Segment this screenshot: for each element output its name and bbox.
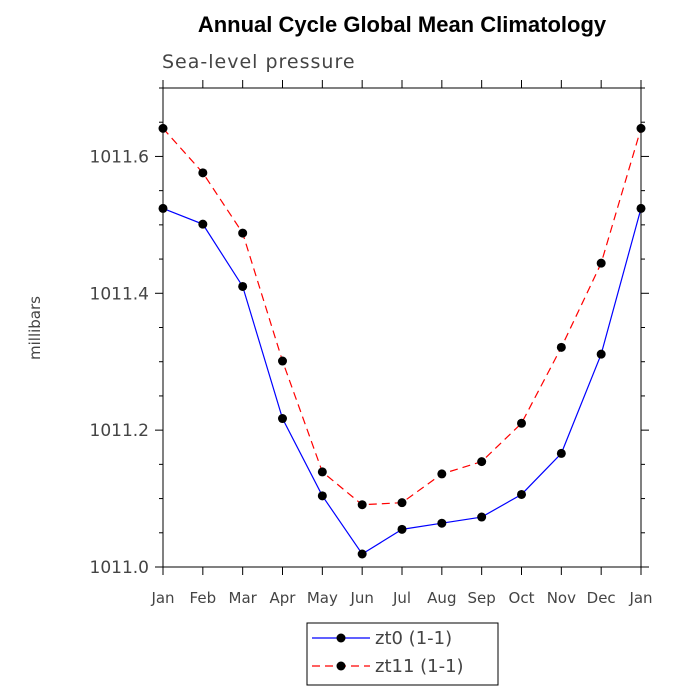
y-axis-label: millibars [26,296,44,360]
series-layer [158,123,646,559]
legend-marker-zt0 [336,633,346,643]
data-point [596,258,606,268]
x-tick-label: Aug [427,589,456,607]
data-point [437,469,447,479]
data-point [278,414,287,424]
x-tick-label: Jul [392,589,411,607]
data-point [357,500,367,510]
data-point [317,467,327,477]
legend-label-zt0: zt0 (1-1) [375,628,452,649]
chart-subtitle: Sea-level pressure [162,51,356,73]
chart-title: Annual Cycle Global Mean Climatology [198,12,607,37]
data-point [636,123,646,133]
data-point [517,418,526,428]
y-tick-label: 1011.0 [90,558,149,578]
x-tick-label: Sep [468,589,496,607]
data-point [238,281,248,291]
data-point [198,219,208,229]
x-tick-label: Jan [150,589,174,607]
x-tick-label: Jun [349,589,373,607]
legend: zt0 (1-1) zt11 (1-1) [306,622,499,686]
y-tick-label: 1011.6 [90,147,149,167]
legend-label-zt11: zt11 (1-1) [375,656,464,677]
data-point [158,123,168,133]
x-tick-label: Dec [587,589,616,607]
data-point [437,518,447,528]
y-tick-label: 1011.4 [90,284,149,304]
data-point [477,512,487,522]
data-point [198,168,208,178]
legend-marker-zt11 [336,661,346,671]
data-point [317,491,327,501]
data-point [556,342,566,352]
x-tick-label: May [307,589,338,607]
data-point [636,203,646,213]
x-tick-label: Apr [270,589,297,607]
x-tick-label: Oct [509,589,535,607]
legend-box [306,622,499,686]
data-point [596,349,606,359]
series-line-1 [162,127,642,506]
x-tick-label: Feb [190,589,217,607]
data-point [517,489,526,499]
axis-tick-labels: 1011.0 1011.2 1011.4 1011.6 Jan Feb Mar Apr May J… [90,147,653,607]
x-tick-label: Nov [547,589,576,607]
data-point [477,457,487,467]
data-point [238,228,248,238]
data-point [278,356,287,366]
axis-ticks [155,80,649,575]
y-tick-label: 1011.2 [90,421,149,441]
data-point [397,524,407,534]
x-tick-label: Mar [229,589,258,607]
data-point [357,549,367,559]
data-point [397,498,407,508]
data-point [556,448,566,458]
x-tick-label: Jan [628,589,652,607]
data-point [158,203,168,213]
plot-frame [162,87,642,568]
